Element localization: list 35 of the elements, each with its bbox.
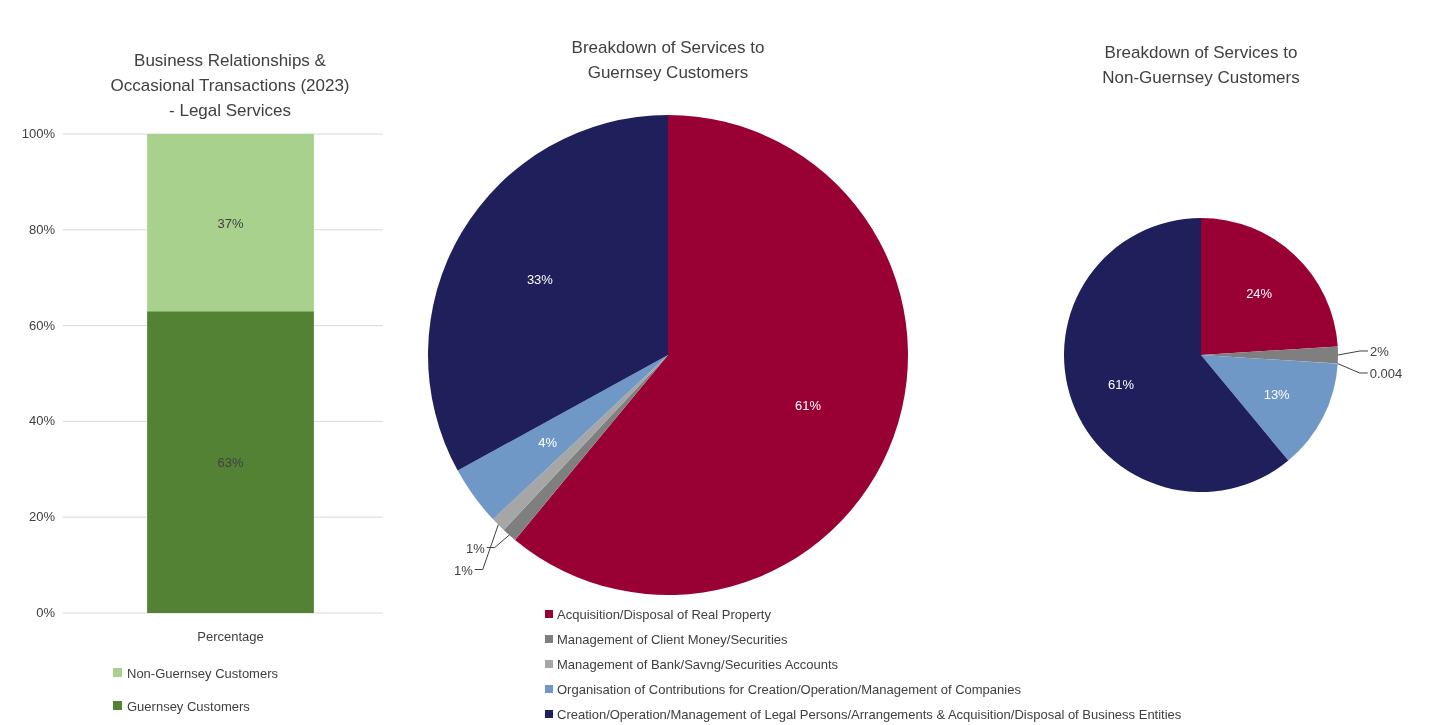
pie-slice [1201, 355, 1338, 461]
pie-slice [1201, 218, 1338, 355]
data-label: 1% [465, 540, 486, 556]
legend-label: Acquisition/Disposal of Real Property [557, 607, 772, 622]
x-tick-label: Percentage [197, 629, 264, 644]
pie-slice [428, 115, 668, 471]
data-label: 37% [217, 215, 244, 231]
data-label: 13% [1263, 386, 1291, 402]
data-label: 33% [526, 272, 554, 288]
data-label: 61% [794, 398, 822, 414]
legend-label: Management of Client Money/Securities [557, 632, 788, 647]
data-label: 61% [1108, 376, 1135, 392]
data-label: 0.004 [1369, 365, 1403, 381]
data-label: 4% [538, 435, 558, 451]
chart-title: Business Relationships & Occasional Transactions (2023) - Legal Services [110, 51, 350, 120]
data-label: 2% [1370, 343, 1390, 359]
chart-title: Breakdown of Services to Non-Guernsey Customers [1102, 43, 1300, 87]
legend-label: Organisation of Contributions for Creation/Operation/Management of Companies [557, 682, 1022, 697]
legend-label: Guernsey Customers [127, 699, 251, 714]
legend-label: Creation/Operation/Management of Legal Persons/Arrangements & Acquisition/Disposal of Business Entities [557, 707, 1182, 722]
y-tick-label: 100% [21, 126, 56, 141]
data-label: 1% [453, 562, 474, 578]
pie-slice [1064, 218, 1289, 492]
data-label: 63% [217, 455, 244, 471]
data-label: 24% [1246, 286, 1273, 302]
y-tick-label: 0% [36, 605, 56, 620]
legend-label: Non-Guernsey Customers [127, 666, 279, 681]
pie-slice [515, 115, 908, 595]
y-tick-label: 80% [28, 221, 56, 237]
pie-slice [457, 355, 668, 520]
y-tick-label: 60% [28, 317, 56, 333]
y-tick-label: 40% [28, 413, 56, 429]
chart-title: Breakdown of Services to Guernsey Customers [571, 38, 765, 82]
legend-label: Management of Bank/Savng/Securities Accounts [557, 657, 839, 672]
y-tick-label: 20% [28, 509, 56, 525]
